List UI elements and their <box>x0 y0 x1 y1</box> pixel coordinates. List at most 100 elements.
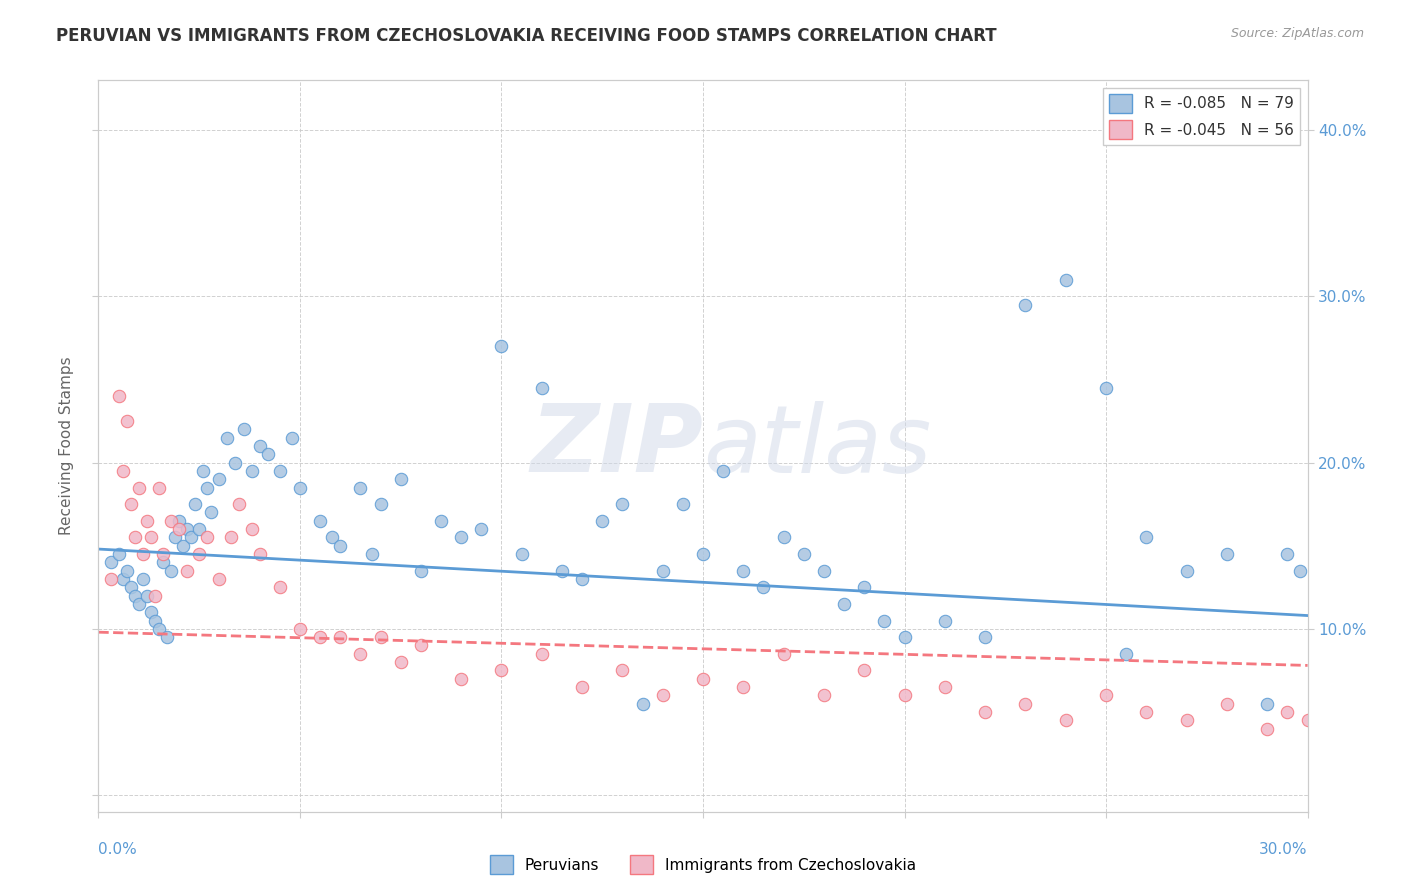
Text: 30.0%: 30.0% <box>1260 842 1308 857</box>
Point <box>450 672 472 686</box>
Point <box>813 689 835 703</box>
Point <box>631 697 654 711</box>
Point <box>309 630 332 644</box>
Point <box>873 614 896 628</box>
Point <box>107 389 129 403</box>
Point <box>152 547 174 561</box>
Point <box>256 447 278 461</box>
Point <box>934 680 956 694</box>
Point <box>288 622 311 636</box>
Point <box>612 664 634 678</box>
Point <box>1135 530 1157 544</box>
Point <box>148 622 170 636</box>
Point <box>470 522 492 536</box>
Point <box>370 497 392 511</box>
Point <box>172 539 194 553</box>
Point <box>772 530 794 544</box>
Point <box>288 481 311 495</box>
Point <box>240 522 263 536</box>
Point <box>132 547 155 561</box>
Point <box>752 580 775 594</box>
Point <box>893 689 915 703</box>
Point <box>491 664 513 678</box>
Point <box>1216 697 1239 711</box>
Point <box>156 630 179 644</box>
Point <box>361 547 384 561</box>
Point <box>167 514 190 528</box>
Point <box>409 639 432 653</box>
Point <box>1296 714 1319 728</box>
Point <box>128 481 150 495</box>
Point <box>176 522 198 536</box>
Text: ZIP: ZIP <box>530 400 703 492</box>
Point <box>321 530 343 544</box>
Point <box>1175 714 1198 728</box>
Point <box>143 589 166 603</box>
Point <box>107 547 129 561</box>
Point <box>188 547 211 561</box>
Point <box>193 464 215 478</box>
Point <box>651 689 673 703</box>
Point <box>281 431 304 445</box>
Point <box>148 481 170 495</box>
Point <box>832 597 855 611</box>
Legend: Peruvians, Immigrants from Czechoslovakia: Peruvians, Immigrants from Czechoslovaki… <box>484 849 922 880</box>
Point <box>1256 722 1278 736</box>
Point <box>1135 705 1157 719</box>
Point <box>249 547 271 561</box>
Point <box>163 530 186 544</box>
Point <box>1054 273 1077 287</box>
Text: Source: ZipAtlas.com: Source: ZipAtlas.com <box>1230 27 1364 40</box>
Point <box>974 630 997 644</box>
Point <box>853 580 876 594</box>
Point <box>733 680 755 694</box>
Point <box>167 522 190 536</box>
Point <box>530 647 553 661</box>
Point <box>195 481 218 495</box>
Point <box>349 481 371 495</box>
Point <box>1175 564 1198 578</box>
Point <box>221 530 243 544</box>
Point <box>571 680 593 694</box>
Text: atlas: atlas <box>703 401 931 491</box>
Point <box>115 414 138 428</box>
Point <box>651 564 673 578</box>
Point <box>591 514 613 528</box>
Point <box>1277 547 1299 561</box>
Point <box>1288 564 1310 578</box>
Point <box>349 647 371 661</box>
Point <box>1256 697 1278 711</box>
Point <box>1216 547 1239 561</box>
Point <box>370 630 392 644</box>
Legend: R = -0.085   N = 79, R = -0.045   N = 56: R = -0.085 N = 79, R = -0.045 N = 56 <box>1102 88 1301 145</box>
Point <box>491 339 513 353</box>
Point <box>135 589 157 603</box>
Point <box>430 514 453 528</box>
Point <box>510 547 533 561</box>
Point <box>1277 705 1299 719</box>
Point <box>143 614 166 628</box>
Point <box>249 439 271 453</box>
Point <box>128 597 150 611</box>
Point <box>612 497 634 511</box>
Point <box>1095 381 1118 395</box>
Point <box>217 431 239 445</box>
Point <box>100 572 122 586</box>
Point <box>893 630 915 644</box>
Point <box>139 530 162 544</box>
Point <box>1095 689 1118 703</box>
Point <box>160 564 183 578</box>
Point <box>139 605 162 619</box>
Point <box>269 464 291 478</box>
Point <box>269 580 291 594</box>
Point <box>100 555 122 569</box>
Point <box>389 655 412 669</box>
Text: PERUVIAN VS IMMIGRANTS FROM CZECHOSLOVAKIA RECEIVING FOOD STAMPS CORRELATION CHA: PERUVIAN VS IMMIGRANTS FROM CZECHOSLOVAK… <box>56 27 997 45</box>
Point <box>180 530 202 544</box>
Point <box>551 564 574 578</box>
Point <box>389 472 412 486</box>
Point <box>974 705 997 719</box>
Point <box>111 572 134 586</box>
Point <box>853 664 876 678</box>
Point <box>1316 722 1339 736</box>
